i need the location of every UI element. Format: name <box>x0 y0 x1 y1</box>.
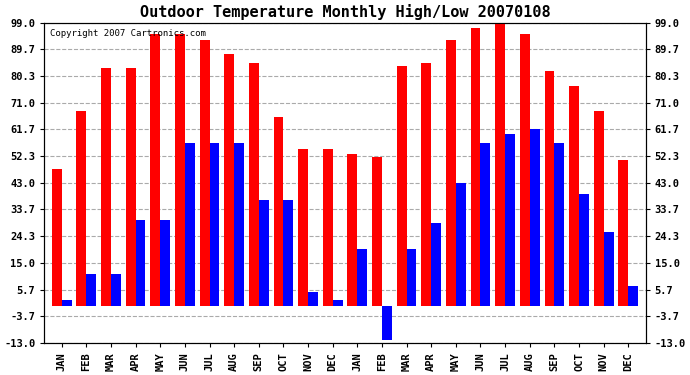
Bar <box>199 40 210 306</box>
Bar <box>185 143 195 306</box>
Bar <box>249 63 259 306</box>
Bar <box>234 143 244 306</box>
Bar <box>323 148 333 306</box>
Bar <box>530 129 540 306</box>
Bar <box>471 28 480 306</box>
Bar <box>348 154 357 306</box>
Bar <box>333 300 342 306</box>
Bar <box>544 71 554 306</box>
Bar <box>111 274 121 306</box>
Bar <box>52 169 61 306</box>
Bar <box>150 34 160 306</box>
Bar <box>284 200 293 306</box>
Bar <box>594 111 604 306</box>
Bar <box>259 200 268 306</box>
Bar <box>101 69 111 306</box>
Bar <box>431 223 441 306</box>
Bar <box>446 40 456 306</box>
Bar <box>397 66 406 306</box>
Bar <box>357 249 367 306</box>
Bar <box>126 69 136 306</box>
Bar <box>298 148 308 306</box>
Bar <box>160 220 170 306</box>
Bar <box>210 143 219 306</box>
Bar <box>61 300 72 306</box>
Bar <box>456 183 466 306</box>
Bar <box>520 34 530 306</box>
Bar <box>308 292 318 306</box>
Bar <box>406 249 417 306</box>
Bar <box>382 306 392 340</box>
Bar <box>604 231 613 306</box>
Bar <box>136 220 146 306</box>
Bar <box>86 274 96 306</box>
Text: Copyright 2007 Cartronics.com: Copyright 2007 Cartronics.com <box>50 29 206 38</box>
Bar <box>77 111 86 306</box>
Bar <box>618 160 629 306</box>
Title: Outdoor Temperature Monthly High/Low 20070108: Outdoor Temperature Monthly High/Low 200… <box>139 4 551 20</box>
Bar <box>569 86 579 306</box>
Bar <box>629 286 638 306</box>
Bar <box>480 143 491 306</box>
Bar <box>175 34 185 306</box>
Bar <box>579 194 589 306</box>
Bar <box>273 117 284 306</box>
Bar <box>224 54 234 306</box>
Bar <box>422 63 431 306</box>
Bar <box>372 157 382 306</box>
Bar <box>495 23 505 306</box>
Bar <box>554 143 564 306</box>
Bar <box>505 134 515 306</box>
